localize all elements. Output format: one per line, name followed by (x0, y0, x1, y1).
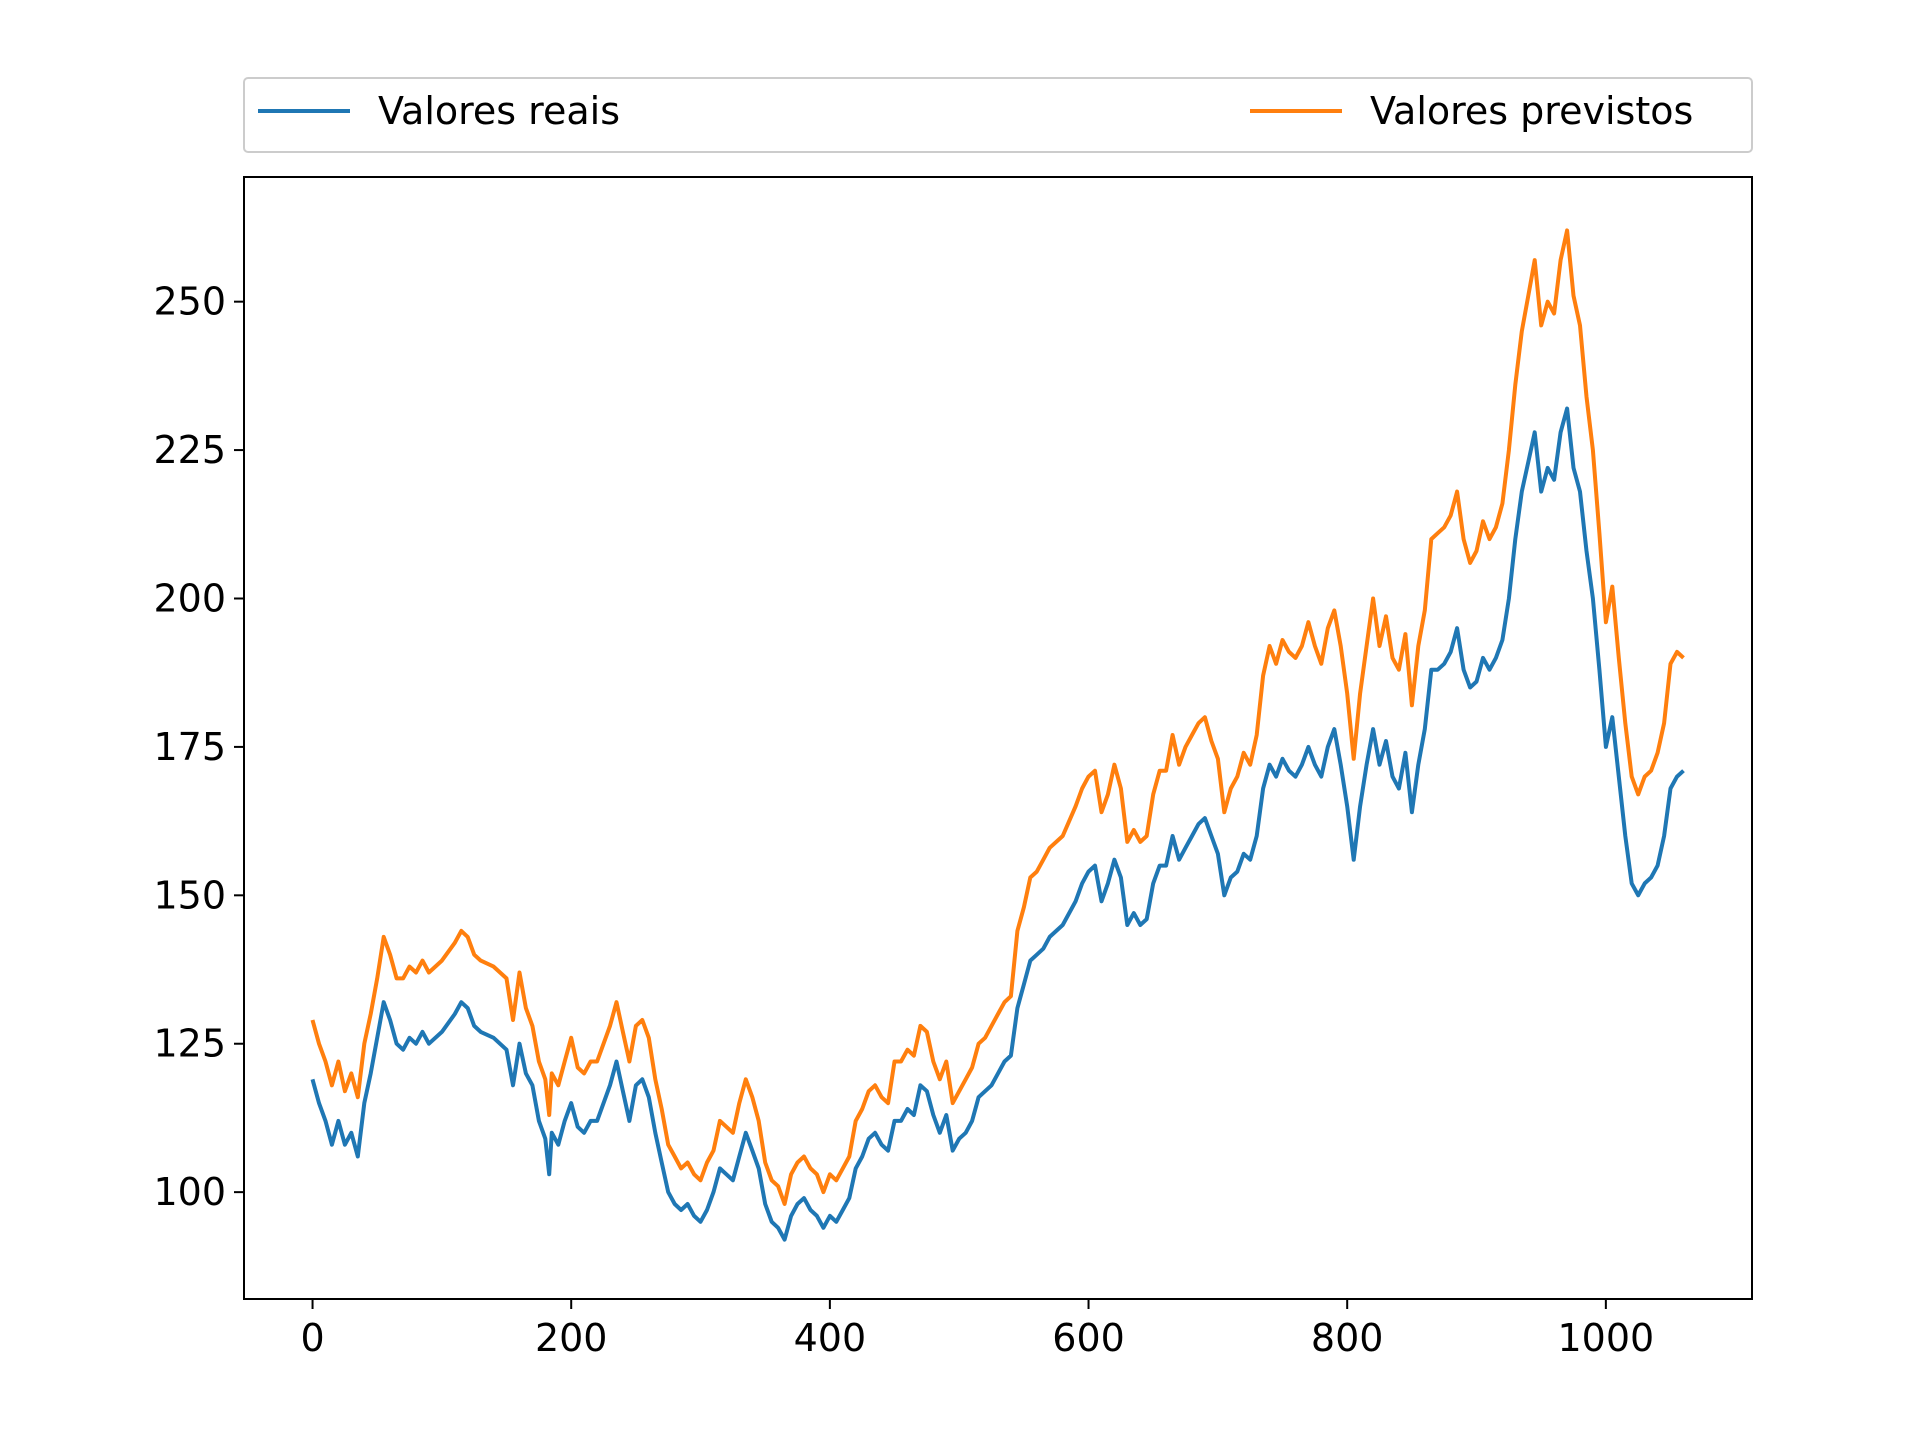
y-tick-label: 200 (153, 576, 226, 620)
ticks-layer: 0 200 400 600 800 1000 100 125 150 175 200 225 250 (153, 280, 1654, 1360)
axes-frame (243, 176, 1753, 1300)
legend-frame (243, 77, 1753, 153)
y-tick-label: 125 (153, 1022, 226, 1066)
x-tick-label: 800 (1311, 1316, 1384, 1360)
x-tick-label: 0 (300, 1316, 324, 1360)
x-tick-label: 1000 (1557, 1316, 1654, 1360)
legend: Valores reais Valores previstos (243, 77, 1753, 153)
series-line-valores-reais (310, 406, 1685, 1242)
x-tick-label: 600 (1052, 1316, 1125, 1360)
legend-label-valores-reais: Valores reais (378, 89, 620, 133)
y-tick-label: 100 (153, 1170, 226, 1214)
y-tick-label: 175 (153, 725, 226, 769)
series-line-valores-previstos (310, 228, 1685, 1206)
y-tick-label: 150 (153, 873, 226, 917)
legend-label-valores-previstos: Valores previstos (1370, 89, 1693, 133)
y-tick-label: 250 (153, 280, 226, 324)
series-layer (310, 228, 1685, 1242)
y-tick-label: 225 (153, 428, 226, 472)
x-tick-label: 200 (535, 1316, 608, 1360)
x-tick-label: 400 (794, 1316, 867, 1360)
